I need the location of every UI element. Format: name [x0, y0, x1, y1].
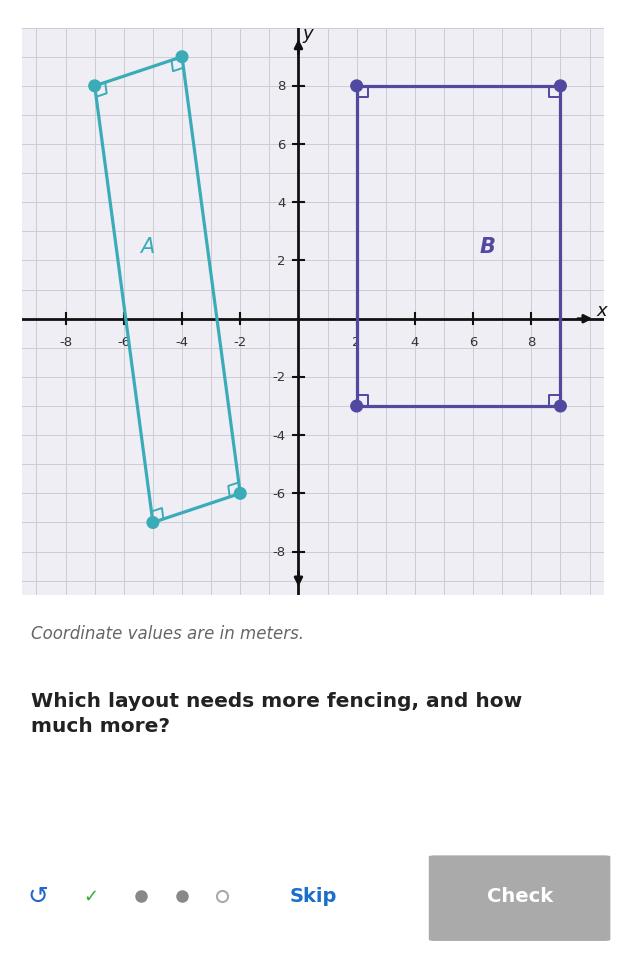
Circle shape — [234, 488, 246, 499]
Text: 2: 2 — [277, 254, 285, 268]
Circle shape — [351, 81, 362, 92]
Text: -2: -2 — [233, 335, 247, 349]
Text: 2: 2 — [352, 335, 361, 349]
Text: -4: -4 — [175, 335, 188, 349]
Text: 6: 6 — [469, 335, 477, 349]
Text: ✓: ✓ — [83, 887, 98, 905]
Text: 8: 8 — [527, 335, 535, 349]
Circle shape — [147, 517, 159, 529]
Text: 4: 4 — [411, 335, 419, 349]
Text: -8: -8 — [272, 545, 285, 558]
Circle shape — [176, 51, 188, 64]
Text: -2: -2 — [272, 371, 285, 384]
Circle shape — [351, 401, 362, 413]
Text: Coordinate values are in meters.: Coordinate values are in meters. — [31, 624, 304, 642]
Circle shape — [555, 81, 567, 92]
Text: 6: 6 — [277, 138, 285, 152]
Text: Which layout needs more fencing, and how
much more?: Which layout needs more fencing, and how… — [31, 691, 523, 735]
Text: -6: -6 — [272, 487, 285, 500]
Circle shape — [89, 81, 101, 92]
Text: Check: Check — [486, 886, 553, 905]
Text: $y$: $y$ — [302, 27, 316, 45]
Text: 8: 8 — [277, 80, 285, 93]
FancyBboxPatch shape — [429, 856, 610, 941]
Text: B: B — [480, 236, 496, 256]
Text: 4: 4 — [277, 196, 285, 210]
Text: Skip: Skip — [289, 886, 337, 905]
Text: $x$: $x$ — [596, 302, 609, 319]
Text: -6: -6 — [117, 335, 130, 349]
Text: ↺: ↺ — [27, 884, 48, 908]
Text: -4: -4 — [272, 429, 285, 442]
Text: -8: -8 — [59, 335, 72, 349]
Text: A: A — [140, 236, 154, 256]
Circle shape — [555, 401, 567, 413]
